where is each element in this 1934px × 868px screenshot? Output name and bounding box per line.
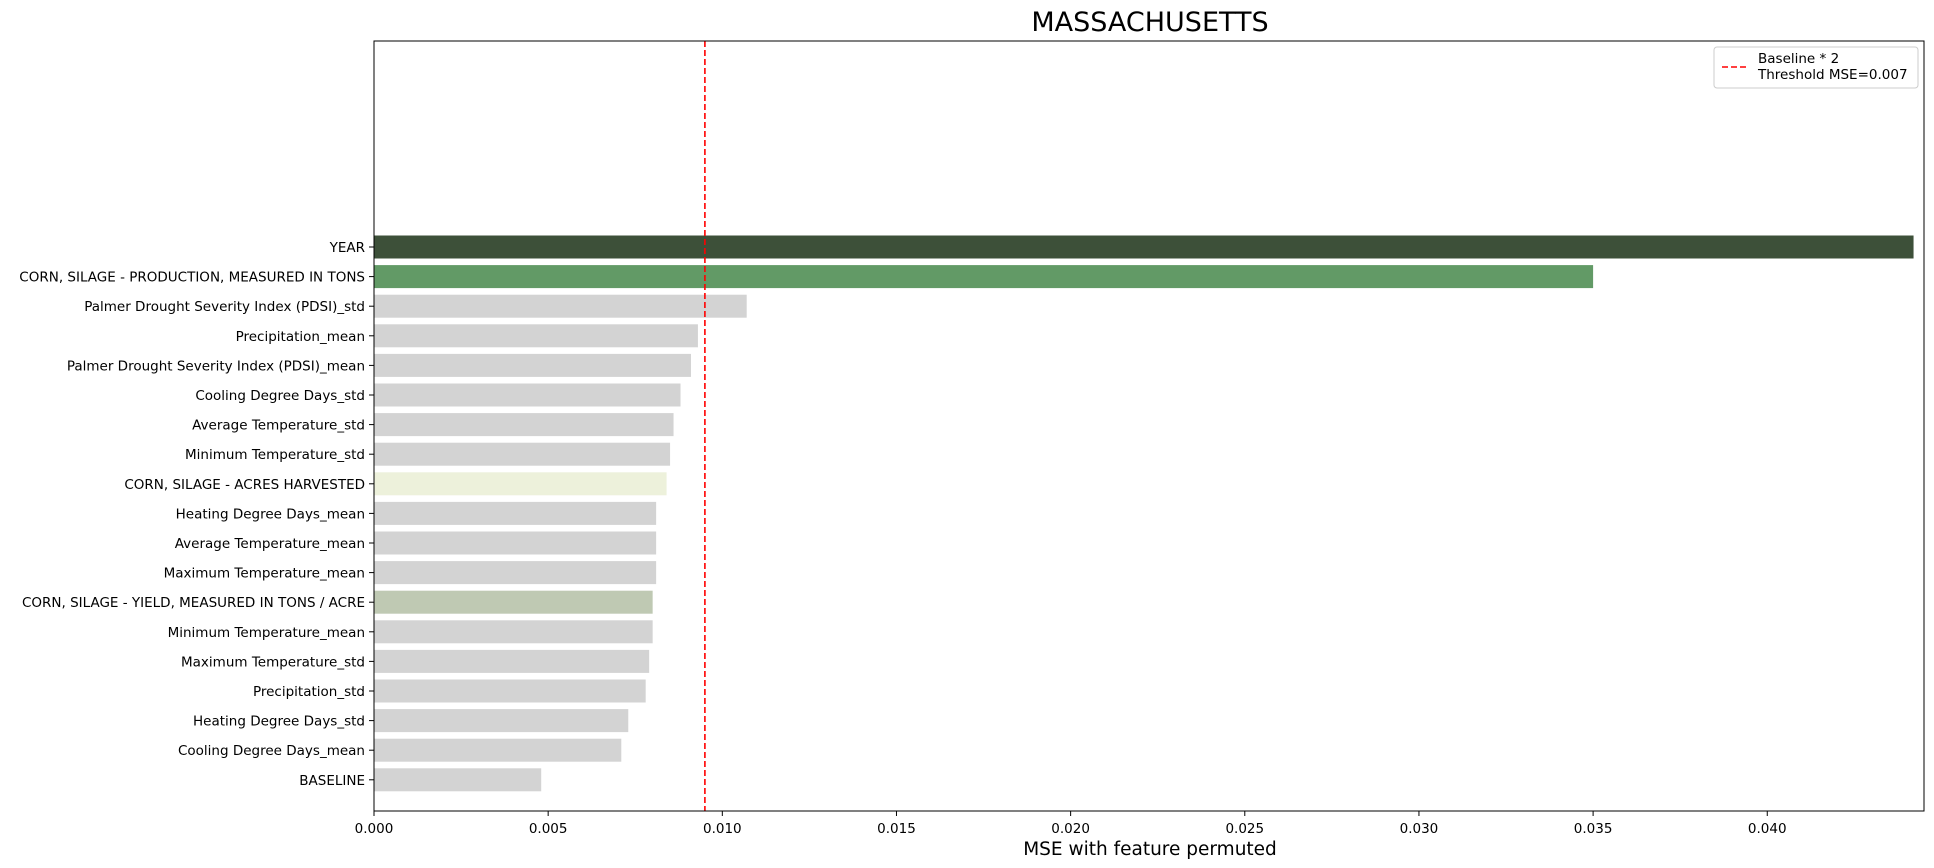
y-tick-label: YEAR (329, 240, 365, 256)
bar (374, 590, 653, 614)
chart-title: MASSACHUSETTS (1031, 7, 1268, 38)
bar (374, 561, 657, 585)
y-tick-label: Maximum Temperature_std (181, 654, 365, 670)
bar (374, 442, 671, 466)
y-tick-label: Maximum Temperature_mean (164, 566, 365, 582)
bar (374, 679, 646, 703)
y-tick-label: Average Temperature_mean (175, 536, 365, 552)
x-tick-label: 0.035 (1574, 821, 1613, 837)
x-tick-label: 0.020 (1051, 821, 1090, 837)
x-axis-ticks: 0.000 0.005 0.010 0.015 0.020 0.025 0.030 0.035… (355, 811, 1787, 837)
y-tick-label: Palmer Drought Severity Index (PDSI)_mea… (67, 358, 365, 374)
bar (374, 294, 747, 318)
y-tick-label: CORN, SILAGE - YIELD, MEASURED IN TONS /… (22, 595, 365, 611)
bar (374, 472, 667, 496)
x-tick-label: 0.010 (703, 821, 742, 837)
legend-label-line1: Baseline * 2 (1758, 51, 1839, 67)
y-tick-label: Average Temperature_std (192, 418, 365, 434)
y-tick-label: Heating Degree Days_mean (176, 506, 365, 522)
y-tick-label: Precipitation_std (253, 684, 365, 700)
bar (374, 738, 622, 762)
y-tick-label: Cooling Degree Days_mean (178, 743, 365, 759)
bar (374, 413, 674, 437)
bars (374, 235, 1914, 792)
bar (374, 383, 681, 407)
x-tick-label: 0.005 (529, 821, 568, 837)
y-tick-label: CORN, SILAGE - PRODUCTION, MEASURED IN T… (19, 270, 365, 286)
y-tick-label: Cooling Degree Days_std (195, 388, 365, 404)
x-tick-label: 0.025 (1225, 821, 1264, 837)
bar (374, 620, 653, 644)
legend-label-line2: Threshold MSE=0.007 (1757, 67, 1908, 83)
y-tick-label: CORN, SILAGE - ACRES HARVESTED (124, 477, 365, 493)
bar (374, 324, 698, 348)
bar (374, 265, 1594, 289)
bar (374, 501, 657, 525)
legend: Baseline * 2 Threshold MSE=0.007 (1713, 46, 1919, 89)
plot-frame (373, 40, 1925, 812)
y-tick-label: Minimum Temperature_std (185, 447, 365, 463)
bar (374, 353, 691, 377)
y-tick-label: Minimum Temperature_mean (168, 625, 365, 641)
legend-box (1713, 46, 1919, 89)
y-tick-label: Heating Degree Days_std (193, 714, 365, 730)
bar (374, 531, 657, 555)
x-tick-label: 0.030 (1400, 821, 1439, 837)
bar (374, 235, 1914, 259)
bar (374, 649, 650, 673)
y-tick-label: BASELINE (299, 773, 365, 789)
bar (374, 768, 542, 792)
x-tick-label: 0.015 (877, 821, 916, 837)
x-tick-label: 0.040 (1748, 821, 1787, 837)
y-tick-label: Palmer Drought Severity Index (PDSI)_std (84, 299, 365, 315)
y-axis-labels: YEAR CORN, SILAGE - PRODUCTION, MEASURED … (19, 240, 374, 789)
y-tick-label: Precipitation_mean (236, 329, 365, 345)
x-axis-label: MSE with feature permuted (1023, 839, 1277, 860)
x-tick-label: 0.000 (355, 821, 394, 837)
bar (374, 709, 629, 733)
